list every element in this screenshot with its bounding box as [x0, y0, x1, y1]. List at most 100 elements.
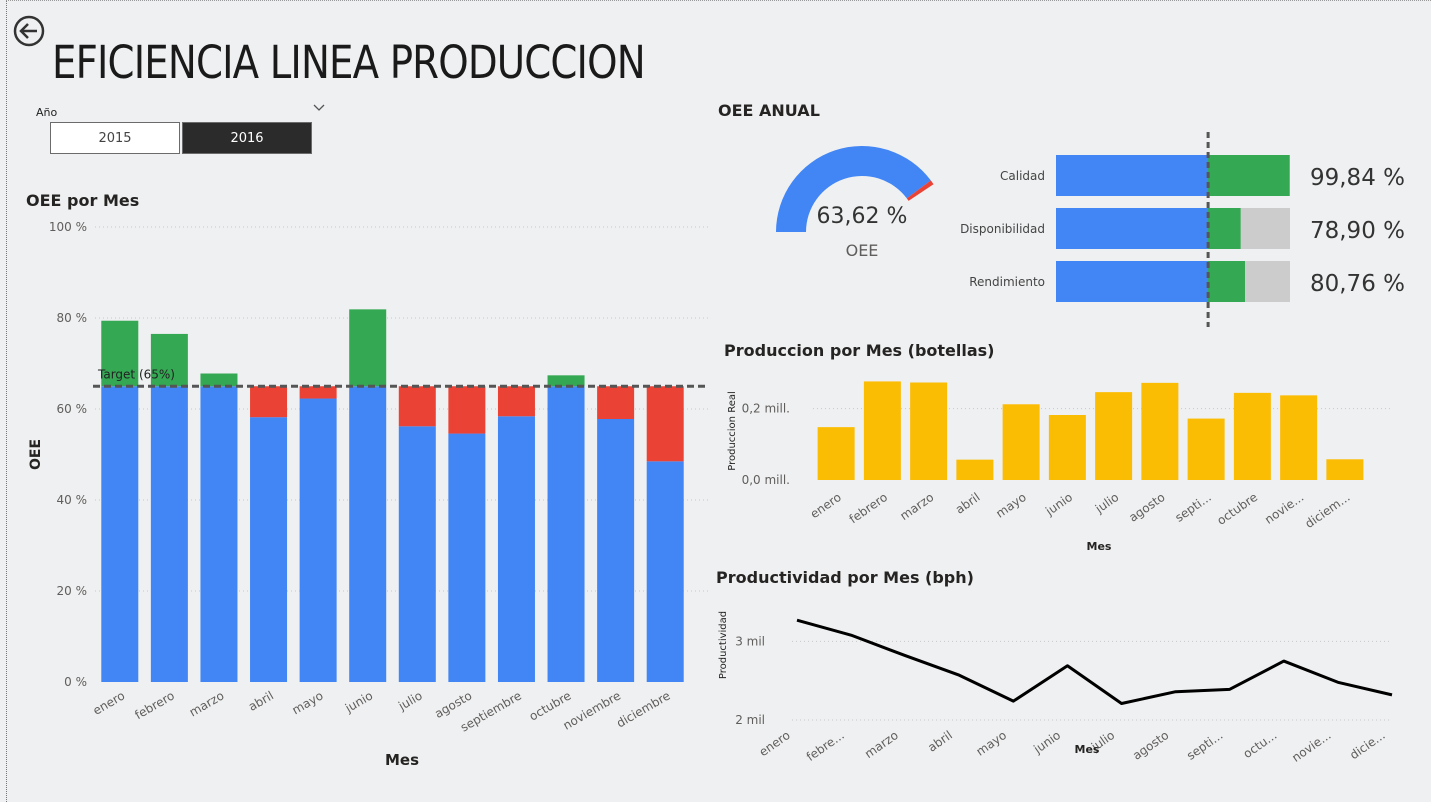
- produccion-bar: [1233, 392, 1271, 480]
- produccion-bar: [1002, 404, 1040, 480]
- x-tick-label: febrero: [847, 490, 890, 526]
- oee-bar-below-target: [398, 386, 436, 427]
- x-tick-label: diciembre: [614, 688, 673, 730]
- y-tick-label: 60 %: [57, 402, 88, 416]
- y-tick-label: 3 mil: [735, 634, 765, 648]
- x-axis-title: Mes: [1087, 540, 1112, 553]
- chevron-down-icon[interactable]: [313, 103, 325, 113]
- oee-bar-below-target: [299, 386, 337, 399]
- kpi-bar-base: [1056, 155, 1209, 196]
- x-tick-label: octubre: [1214, 490, 1260, 528]
- x-tick-label: novie...: [1262, 490, 1306, 527]
- y-tick-label: 80 %: [57, 311, 88, 325]
- page-title: EFICIENCIA LINEA PRODUCCION: [52, 36, 646, 89]
- kpi-label: Rendimiento: [969, 275, 1045, 289]
- oee-gauge: 63,62 % OEE: [776, 145, 934, 260]
- oee-bar-below-target: [497, 386, 535, 417]
- x-tick-label: abril: [246, 688, 276, 713]
- x-tick-label: marzo: [897, 490, 936, 523]
- kpi-label: Disponibilidad: [960, 222, 1045, 236]
- oee-anual-title: OEE ANUAL: [718, 101, 820, 120]
- x-tick-label: julio: [1092, 490, 1121, 516]
- produccion-bar: [863, 381, 901, 480]
- oee-bar-below-target: [250, 386, 288, 418]
- year-option-2016[interactable]: 2016: [182, 122, 312, 154]
- x-tick-label: octu...: [1241, 728, 1280, 761]
- produccion-bar: [1326, 459, 1364, 480]
- productividad-line: [796, 618, 1393, 705]
- back-arrow-icon[interactable]: [13, 15, 45, 47]
- oee-bar-base: [497, 416, 535, 682]
- y-axis-title: OEE: [28, 439, 44, 470]
- kpi-bar-base: [1056, 261, 1209, 302]
- x-tick-label: abril: [953, 490, 983, 517]
- gauge-gap-arc: [906, 180, 934, 201]
- oee-bar-below-target: [597, 386, 635, 420]
- y-tick-label: 0 %: [64, 675, 87, 689]
- x-tick-label: mayo: [993, 490, 1028, 521]
- oee-bar-above-target: [150, 333, 188, 387]
- target-label: Target (65%): [97, 367, 175, 381]
- canvas-border-left: [6, 0, 7, 802]
- y-tick-label: 0,0 mill.: [742, 473, 790, 487]
- oee-bar-above-target: [101, 320, 139, 387]
- produccion-title: Produccion por Mes (botellas): [724, 341, 995, 360]
- x-tick-label: junio: [1030, 728, 1063, 757]
- x-tick-label: marzo: [862, 728, 901, 761]
- x-tick-label: diciem...: [1302, 490, 1352, 531]
- productividad-title: Productividad por Mes (bph): [716, 568, 974, 587]
- x-tick-label: dicie...: [1347, 728, 1388, 762]
- gauge-label: OEE: [846, 241, 879, 260]
- gauge-value: 63,62 %: [817, 204, 908, 229]
- produccion-bar: [817, 427, 855, 480]
- x-tick-label: abril: [925, 728, 955, 755]
- oee-por-mes-chart: 0 % 20 % 40 % 60 % 80 % 100 % enero febrero marz…: [28, 220, 708, 769]
- x-tick-label: marzo: [187, 688, 227, 719]
- y-tick-label: 100 %: [49, 220, 87, 234]
- oee-bar-base: [150, 386, 188, 682]
- x-tick-label: mayo: [974, 728, 1009, 759]
- x-tick-label: novie...: [1289, 728, 1333, 765]
- gauge-value-arc: [776, 145, 931, 232]
- oee-bar-base: [299, 398, 337, 682]
- x-tick-label: enero: [91, 688, 128, 717]
- x-tick-label: febre...: [804, 728, 847, 764]
- x-tick-label: junio: [342, 688, 375, 715]
- oee-bar-base: [597, 419, 635, 682]
- kpi-bar-base: [1056, 208, 1209, 249]
- productividad-chart: 2 mil 3 mil enero febre... marzo abril mayo jun…: [718, 611, 1393, 765]
- x-tick-label: junio: [1042, 490, 1075, 519]
- oee-bar-above-target: [349, 309, 387, 387]
- produccion-bar: [1048, 415, 1086, 480]
- y-tick-label: 0,2 mill.: [742, 402, 790, 416]
- produccion-bar: [1280, 395, 1318, 480]
- oee-bar-above-target: [200, 373, 238, 387]
- oee-bar-base: [349, 386, 387, 682]
- oee-bar-base: [448, 433, 486, 682]
- x-tick-label: agosto: [1130, 728, 1171, 763]
- x-tick-label: febrero: [132, 688, 176, 722]
- y-tick-label: 2 mil: [735, 713, 765, 727]
- oee-component-bars: Calidad 99,84 % Disponibilidad 78,90 % Rendi…: [960, 132, 1405, 327]
- oee-por-mes-title: OEE por Mes: [26, 191, 140, 210]
- oee-bar-base: [398, 426, 436, 682]
- oee-bar-base: [646, 461, 684, 682]
- x-tick-label: septi...: [1184, 728, 1225, 763]
- x-tick-label: enero: [757, 728, 793, 759]
- produccion-bar: [956, 459, 994, 480]
- oee-bar-base: [200, 386, 238, 682]
- produccion-chart: 0,0 mill. 0,2 mill. enero febrero marzo abril…: [727, 381, 1393, 553]
- x-tick-label: enero: [808, 490, 844, 521]
- produccion-bar: [910, 382, 948, 480]
- canvas-border-top: [6, 0, 1431, 1]
- oee-bar-below-target: [646, 386, 684, 462]
- y-tick-label: 40 %: [57, 493, 88, 507]
- oee-bar-base: [250, 417, 288, 682]
- oee-bar-above-target: [547, 375, 585, 387]
- oee-bar-below-target: [448, 386, 486, 434]
- oee-bar-base: [101, 386, 139, 682]
- year-slicer-label: Año: [36, 106, 58, 119]
- x-tick-label: julio: [395, 688, 424, 713]
- year-option-2015[interactable]: 2015: [50, 122, 180, 154]
- produccion-bar: [1187, 418, 1225, 480]
